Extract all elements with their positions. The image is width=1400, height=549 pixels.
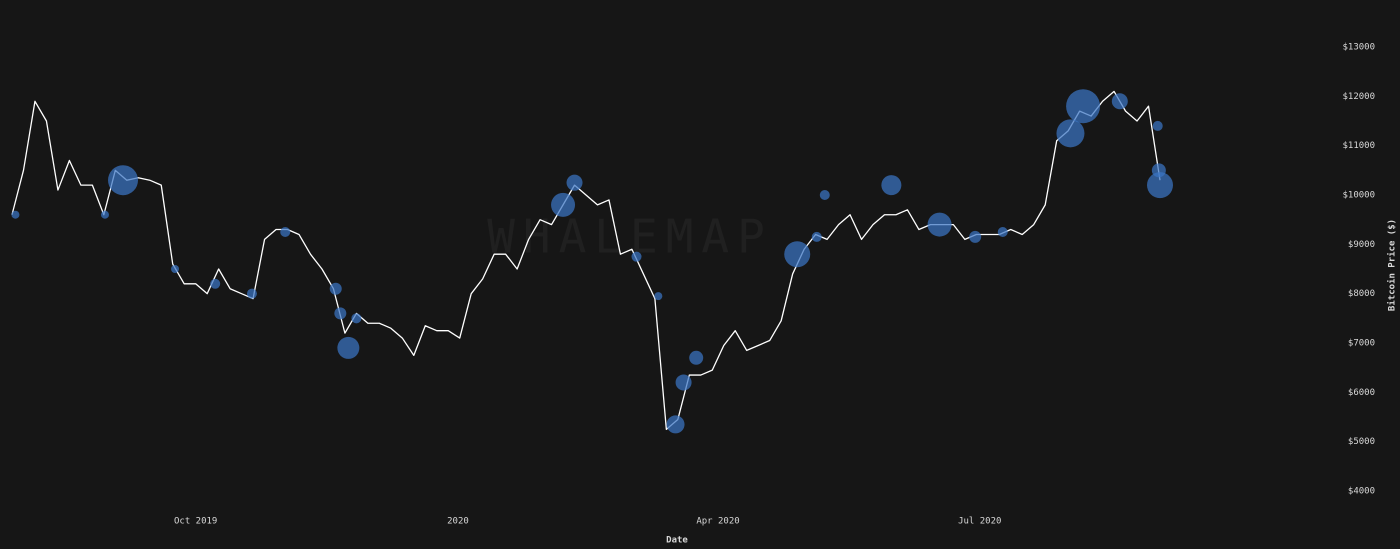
y-tick-label: $7000 [1348, 339, 1375, 349]
y-tick-label: $12000 [1342, 92, 1375, 102]
y-tick-label: $5000 [1348, 437, 1375, 447]
bubble [666, 415, 685, 434]
x-tick-label: 2020 [447, 517, 469, 527]
y-tick-label: $13000 [1342, 43, 1375, 53]
bubble [100, 210, 109, 219]
x-tick-label: Jul 2020 [958, 517, 1001, 527]
bubble [997, 227, 1008, 237]
bubble [1152, 120, 1163, 131]
bubble [675, 374, 692, 391]
bubble [210, 278, 221, 289]
bubble [351, 313, 362, 324]
bubble [329, 282, 342, 295]
bubble [171, 265, 180, 273]
y-tick-label: $10000 [1342, 191, 1375, 201]
bubble [819, 190, 830, 200]
bubble [927, 212, 952, 237]
x-axis-label: Date [666, 536, 688, 546]
bubble [337, 336, 360, 359]
bubble [881, 175, 902, 196]
bubble [334, 307, 347, 320]
bubble [246, 288, 257, 299]
bubble [1151, 163, 1166, 178]
y-tick-label: $9000 [1348, 240, 1375, 250]
bubble [811, 231, 822, 242]
y-tick-label: $11000 [1342, 141, 1375, 151]
bubble [280, 227, 291, 237]
y-axis-label: Bitcoin Price ($) [1387, 219, 1398, 311]
bubble [784, 241, 811, 268]
bubble [1111, 93, 1128, 110]
bubble [1147, 172, 1173, 199]
price-line [11, 90, 1161, 430]
x-tick-label: Apr 2020 [696, 517, 739, 527]
bubble [566, 174, 583, 191]
bubble [631, 251, 642, 262]
y-tick-label: $6000 [1348, 388, 1375, 398]
y-tick-label: $4000 [1348, 487, 1375, 497]
bubble [108, 165, 139, 196]
y-tick-label: $8000 [1348, 289, 1375, 299]
bubble [1056, 119, 1085, 148]
bubble [11, 210, 20, 219]
bubble [551, 192, 576, 217]
x-tick-label: Oct 2019 [174, 517, 217, 527]
bubble [1066, 89, 1101, 124]
bubble [969, 230, 982, 243]
bubble [654, 292, 663, 301]
watermark: WHALEMAP [487, 210, 773, 264]
bubble [689, 350, 704, 365]
